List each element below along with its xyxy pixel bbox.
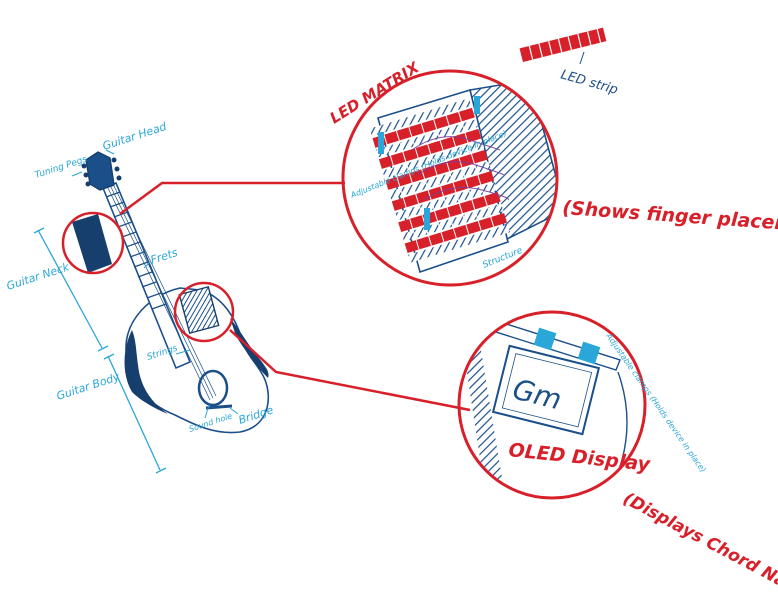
bridge-label: Bridge (237, 403, 275, 427)
sound-hole (197, 369, 229, 407)
guitar-head-label: Guitar Head (101, 120, 169, 153)
oled-connector-line (229, 329, 471, 412)
oled-caption: (Displays Chord Name) (620, 489, 778, 594)
neck-bracket (33, 227, 109, 352)
led-strip-label: LED strip (559, 67, 620, 98)
led-zoom-marker (61, 211, 125, 275)
oled-device-on-body (178, 285, 220, 335)
led-clamp-bottom (424, 208, 430, 230)
guitar-body-shading (124, 330, 168, 414)
bridge (205, 404, 233, 410)
led-connector-line (119, 181, 345, 216)
led-detail-circle (341, 69, 559, 287)
guitar-neck-label: Guitar Neck (5, 260, 71, 293)
oled-clamp-right (577, 341, 601, 365)
tuning-pegs-label: Tuning Pegs (34, 155, 89, 181)
oled-zoom-marker (173, 281, 235, 343)
body-bracket (103, 353, 167, 474)
oled-display-detail: Gm Adjustable clamps (Holds device in pl… (457, 310, 778, 594)
tuning-pegs-icon (81, 157, 122, 187)
led-strip-icon (519, 27, 607, 62)
led-device-on-neck (72, 214, 112, 273)
led-clamp-top (378, 132, 384, 154)
frets-label: Frets (149, 246, 180, 267)
led-caption: (Shows finger placement) (562, 197, 778, 238)
oled-clamp-left (533, 327, 557, 351)
led-matrix-detail: LED MATRIX LED strip Adjustable clamps (… (327, 27, 778, 287)
strings (106, 183, 217, 401)
guitar-body-label: Guitar Body (55, 370, 122, 403)
guitar (72, 151, 270, 434)
oled-detail-circle (457, 310, 647, 500)
frets (105, 191, 167, 310)
guitar-neck (101, 181, 192, 370)
led-matrix-rows (369, 98, 510, 263)
oled-title: OLED Display (507, 439, 652, 476)
